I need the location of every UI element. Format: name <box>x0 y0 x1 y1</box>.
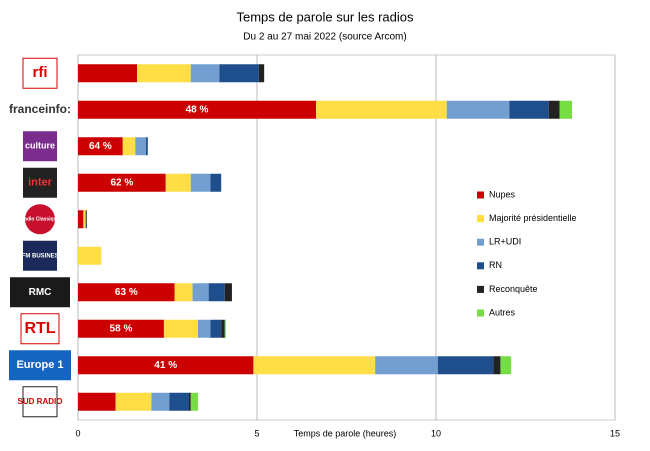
bar-segment <box>316 100 447 119</box>
x-tick-label: 5 <box>254 428 259 438</box>
chart-title: Temps de parole sur les radios <box>236 9 414 24</box>
logo-badge <box>23 131 57 162</box>
bar-segment <box>78 173 166 192</box>
category-label: SUD RADIO <box>18 397 63 406</box>
bar-segment <box>151 392 170 411</box>
bar-segment <box>169 392 189 411</box>
chart-subtitle: Du 2 au 27 mai 2022 (source Arcom) <box>243 32 406 43</box>
bar-segment <box>137 64 191 83</box>
logo-badge <box>25 204 55 235</box>
bar-segment <box>210 319 222 338</box>
legend-label: Nupes <box>489 189 516 199</box>
logo-badge <box>23 167 57 198</box>
category-label: rfi <box>33 64 48 81</box>
legend-label: RN <box>489 260 502 270</box>
legend-label: Autres <box>489 307 516 317</box>
bar-segment <box>163 319 198 338</box>
x-tick-label: 10 <box>431 428 441 438</box>
bar-segment <box>559 100 573 119</box>
bar-segment <box>190 392 198 411</box>
logo-badge <box>6 94 74 125</box>
bar-segment <box>509 100 549 119</box>
bar-segment <box>146 137 148 156</box>
logo-badge <box>22 386 58 418</box>
bar-segment <box>500 356 512 375</box>
logo-badge <box>9 350 71 381</box>
logo-badge <box>22 57 58 89</box>
bar-label: 41 % <box>154 360 177 371</box>
bar-segment <box>78 137 123 156</box>
x-axis-label: Temps de parole (heures) <box>294 428 397 438</box>
bar-segment <box>78 392 116 411</box>
legend-swatch <box>477 238 484 246</box>
bar-segment <box>192 283 209 302</box>
bar-segment <box>78 210 84 229</box>
legend-swatch <box>477 285 484 293</box>
bar-segment <box>174 283 193 302</box>
bar-segment <box>224 283 232 302</box>
legend-swatch <box>477 309 484 317</box>
bar-segment <box>253 356 376 375</box>
bar-segment <box>135 137 147 156</box>
bar-segment <box>78 100 317 119</box>
bar-segment <box>85 210 87 229</box>
x-tick-label: 15 <box>610 428 620 438</box>
legend-swatch <box>477 191 484 199</box>
bar-segment <box>219 64 259 83</box>
bar-label: 64 % <box>89 141 112 152</box>
category-label: Europe 1 <box>16 359 63 371</box>
bar-segment <box>437 356 494 375</box>
bar-segment <box>190 64 220 83</box>
category-label: BFM BUSINESS <box>17 253 62 259</box>
legend-swatch <box>477 262 484 270</box>
x-tick-label: 0 <box>75 428 80 438</box>
bar-segment <box>224 319 226 338</box>
bar-segment <box>165 173 191 192</box>
bar-segment <box>78 319 164 338</box>
legend-swatch <box>477 215 484 223</box>
bar-segment <box>86 210 87 229</box>
logo-badge <box>10 277 70 308</box>
bar-segment <box>221 319 225 338</box>
bar-segment <box>548 100 560 119</box>
category-label: RTL <box>24 320 55 337</box>
logo-badge <box>23 240 57 271</box>
bar-segment <box>78 64 138 83</box>
legend-label: Reconquête <box>489 284 538 294</box>
bar-label: 62 % <box>110 177 133 188</box>
legend-label: LR+UDI <box>489 237 521 247</box>
bar-segment <box>78 283 175 302</box>
category-label: Radio Classique <box>21 217 60 223</box>
category-label: inter <box>28 177 53 189</box>
bar-label: 58 % <box>110 323 133 334</box>
bar-segment <box>115 392 152 411</box>
bar-segment <box>208 283 225 302</box>
legend-label: Majorité présidentielle <box>489 213 577 223</box>
category-label: RMC <box>29 287 52 298</box>
bar-segment <box>83 210 86 229</box>
bar-label: 63 % <box>115 287 138 298</box>
bar-segment <box>78 356 254 375</box>
bar-label: 48 % <box>186 104 209 115</box>
bar-segment <box>190 173 211 192</box>
bar-segment <box>210 173 222 192</box>
category-label: franceinfo: <box>9 102 71 116</box>
bar-segment <box>122 137 136 156</box>
bar-segment <box>375 356 438 375</box>
bar-segment <box>188 392 191 411</box>
bar-segment <box>258 64 265 83</box>
bar-segment <box>197 319 211 338</box>
bar-segment <box>493 356 501 375</box>
bar-segment <box>446 100 510 119</box>
logo-badge <box>20 313 60 345</box>
category-label: culture <box>25 141 55 151</box>
bar-segment <box>78 246 102 265</box>
